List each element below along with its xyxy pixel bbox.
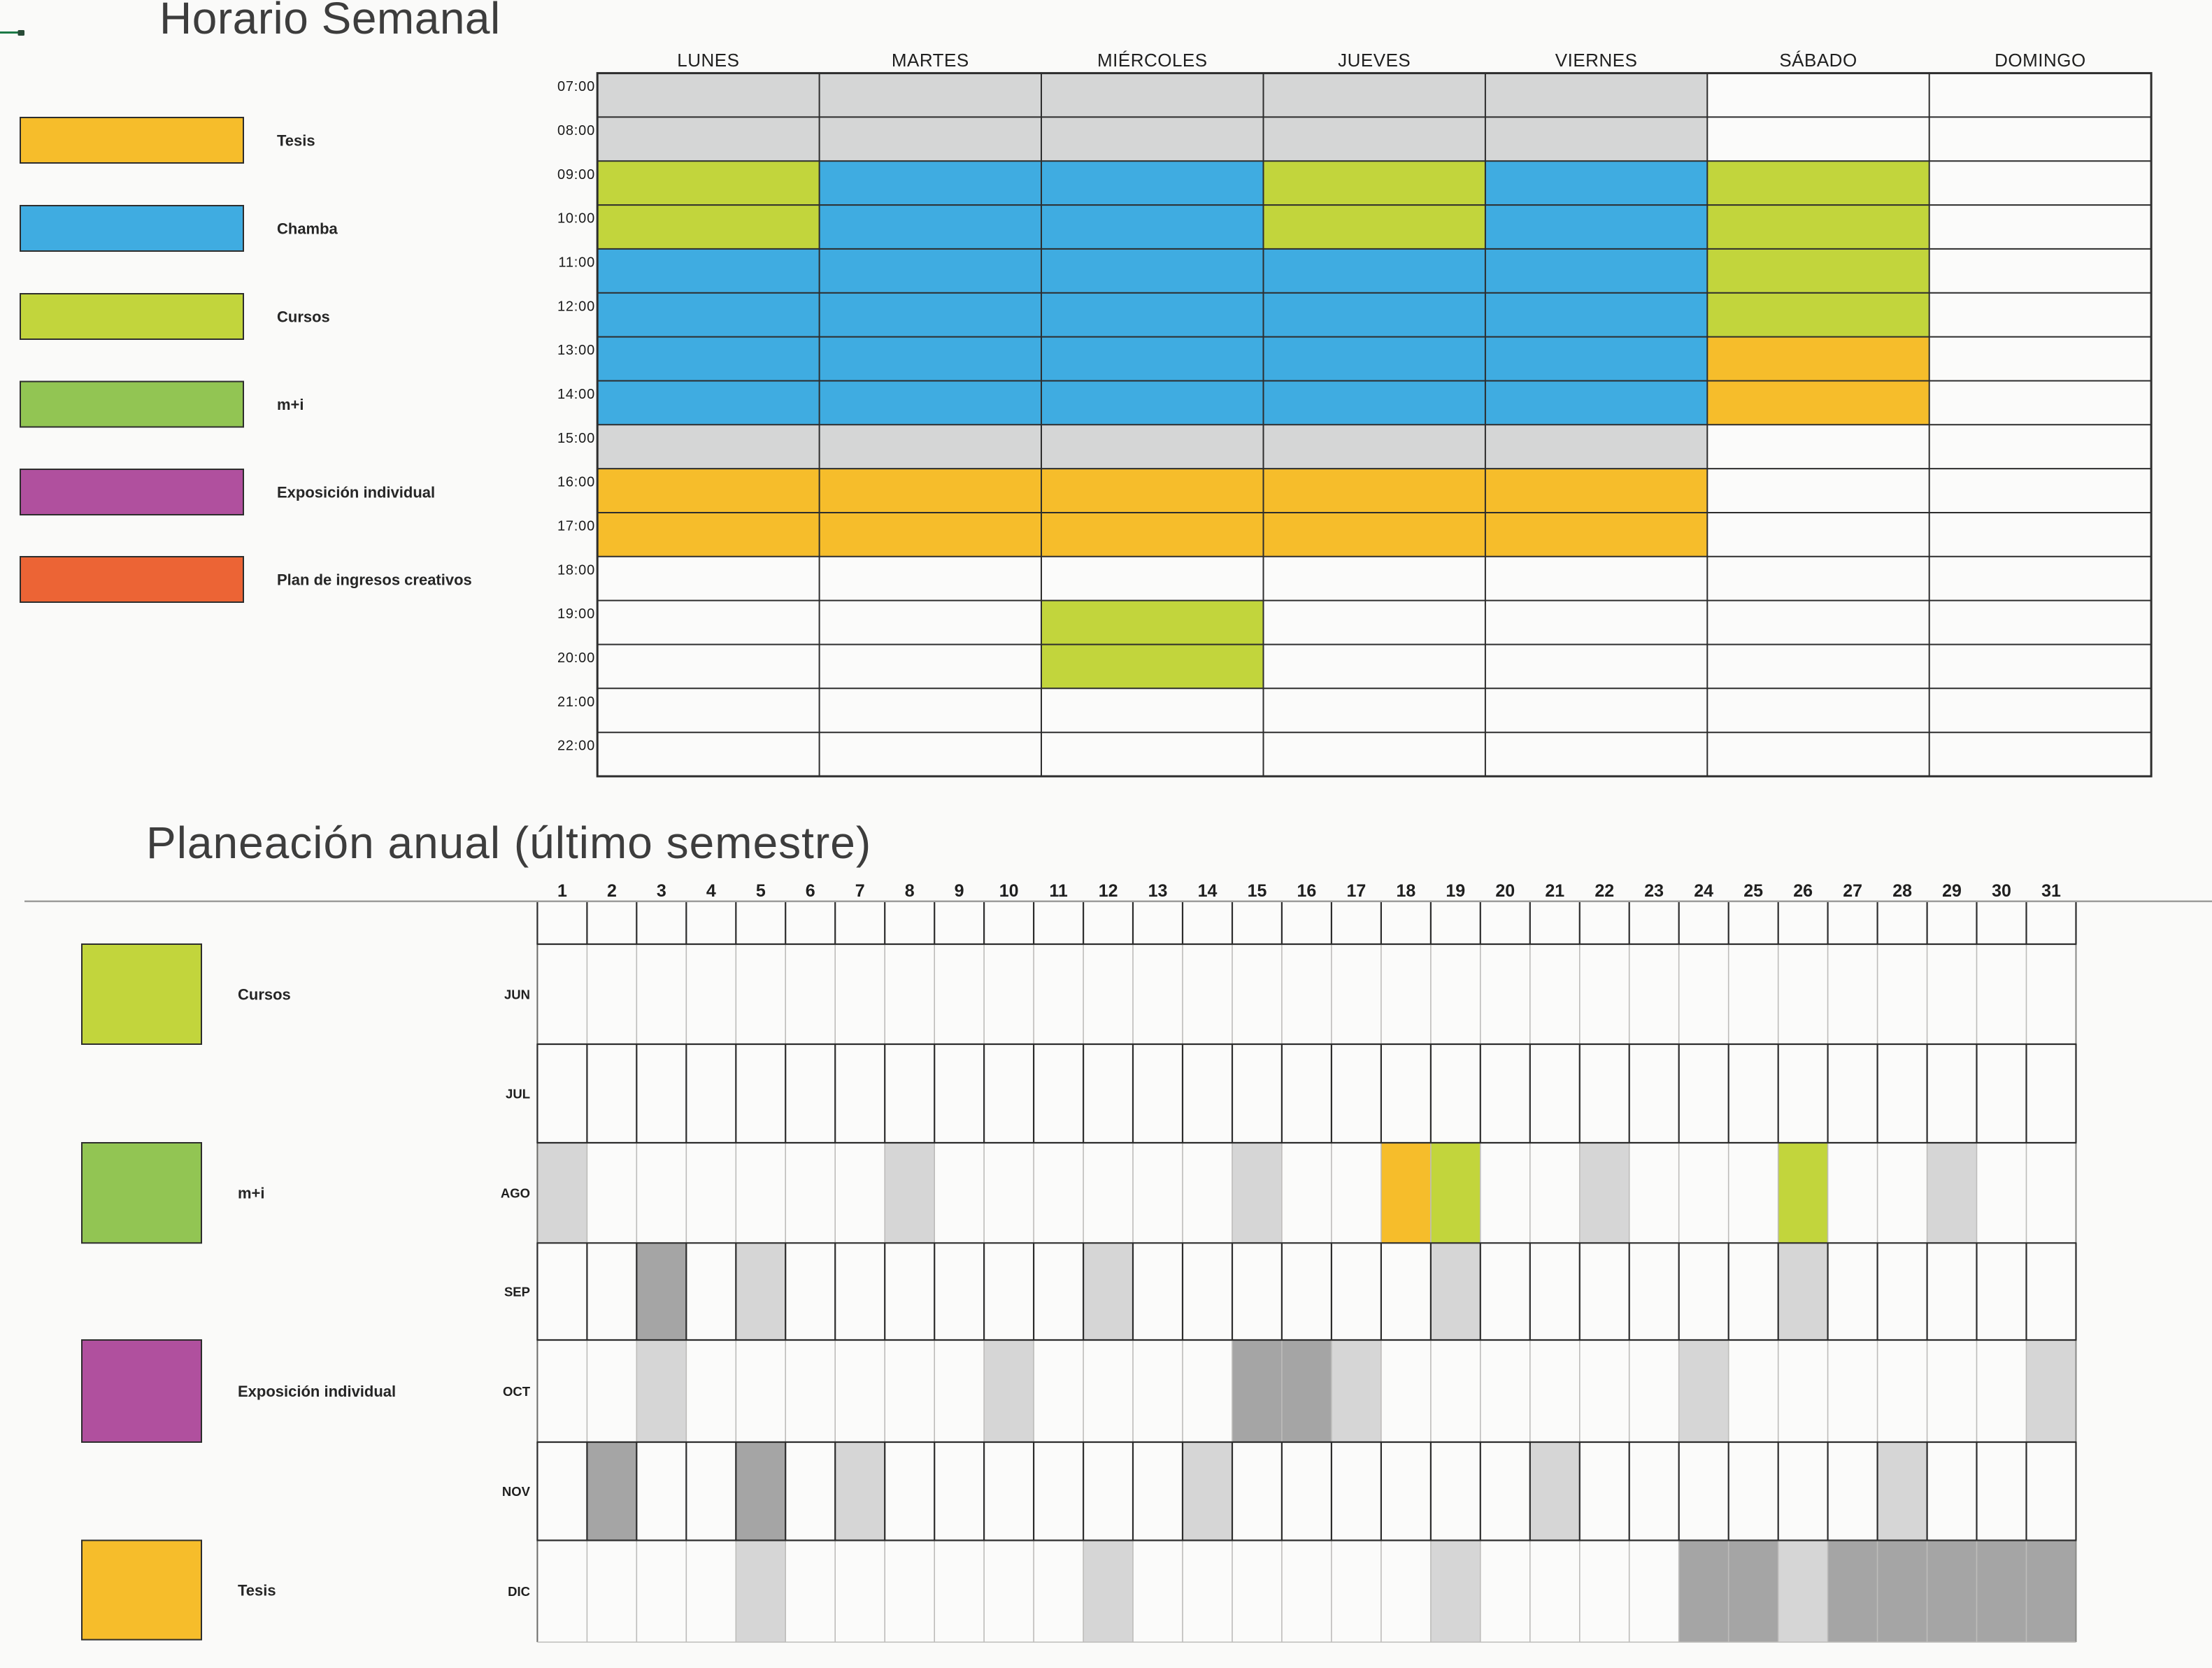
svg-text:10:00: 10:00	[557, 211, 595, 227]
svg-text:11: 11	[1049, 881, 1068, 901]
svg-text:30: 30	[1992, 881, 2011, 901]
svg-text:19: 19	[1446, 881, 1465, 901]
svg-text:Cursos: Cursos	[238, 986, 291, 1004]
svg-text:DOMINGO: DOMINGO	[1995, 50, 2086, 71]
svg-text:22: 22	[1594, 881, 1614, 901]
svg-text:OCT: OCT	[503, 1384, 531, 1399]
svg-text:Chamba: Chamba	[277, 220, 338, 238]
svg-text:27: 27	[1843, 881, 1862, 901]
svg-text:9: 9	[955, 881, 964, 901]
svg-text:JUEVES: JUEVES	[1338, 50, 1411, 71]
svg-text:MIÉRCOLES: MIÉRCOLES	[1097, 50, 1208, 71]
svg-text:Tesis: Tesis	[277, 132, 315, 150]
svg-text:JUN: JUN	[504, 988, 530, 1002]
svg-text:SEP: SEP	[504, 1285, 530, 1299]
svg-text:29: 29	[1942, 881, 1962, 901]
svg-text:31: 31	[2041, 881, 2061, 901]
svg-text:Planeación anual (último semes: Planeación anual (último semestre)	[146, 818, 871, 868]
svg-text:18: 18	[1396, 881, 1415, 901]
svg-text:JUL: JUL	[506, 1087, 530, 1102]
svg-text:Plan de ingresos creativos: Plan de ingresos creativos	[277, 571, 472, 589]
svg-text:13: 13	[1148, 881, 1168, 901]
svg-text:13:00: 13:00	[557, 343, 595, 358]
svg-text:LUNES: LUNES	[677, 50, 739, 71]
svg-text:15: 15	[1248, 881, 1267, 901]
svg-text:09:00: 09:00	[557, 167, 595, 183]
svg-text:21: 21	[1545, 881, 1564, 901]
svg-text:11:00: 11:00	[558, 255, 595, 270]
svg-text:12: 12	[1099, 881, 1118, 901]
svg-text:Tesis: Tesis	[238, 1582, 276, 1599]
svg-text:18:00: 18:00	[557, 562, 595, 578]
svg-text:Cursos: Cursos	[277, 308, 330, 326]
svg-text:08:00: 08:00	[557, 123, 595, 138]
svg-text:14:00: 14:00	[557, 387, 595, 402]
svg-text:MARTES: MARTES	[892, 50, 969, 71]
svg-text:14: 14	[1198, 881, 1218, 901]
svg-text:m+i: m+i	[277, 396, 304, 413]
svg-text:SÁBADO: SÁBADO	[1779, 50, 1857, 71]
svg-text:3: 3	[657, 881, 666, 901]
svg-text:20: 20	[1495, 881, 1515, 901]
svg-text:2: 2	[607, 881, 617, 901]
svg-text:Exposición individual: Exposición individual	[238, 1383, 396, 1400]
svg-text:20:00: 20:00	[557, 650, 595, 666]
svg-text:AGO: AGO	[501, 1186, 530, 1201]
svg-text:7: 7	[855, 881, 865, 901]
svg-text:1: 1	[557, 881, 567, 901]
svg-text:10: 10	[999, 881, 1019, 901]
svg-text:DIC: DIC	[508, 1584, 530, 1599]
svg-text:m+i: m+i	[238, 1185, 265, 1202]
svg-text:17: 17	[1346, 881, 1366, 901]
svg-text:28: 28	[1892, 881, 1912, 901]
svg-text:22:00: 22:00	[557, 739, 595, 754]
svg-text:NOV: NOV	[502, 1484, 531, 1499]
svg-text:19:00: 19:00	[557, 606, 595, 622]
svg-text:16: 16	[1297, 881, 1316, 901]
svg-text:4: 4	[706, 881, 716, 901]
svg-text:26: 26	[1793, 881, 1813, 901]
svg-text:07:00: 07:00	[557, 79, 595, 94]
svg-text:21:00: 21:00	[557, 694, 595, 710]
svg-text:6: 6	[806, 881, 815, 901]
svg-text:15:00: 15:00	[557, 431, 595, 446]
svg-text:Horario Semanal: Horario Semanal	[159, 0, 501, 43]
svg-text:25: 25	[1743, 881, 1763, 901]
svg-text:VIERNES: VIERNES	[1555, 50, 1638, 71]
svg-text:12:00: 12:00	[557, 299, 595, 314]
svg-text:8: 8	[905, 881, 915, 901]
svg-text:5: 5	[756, 881, 766, 901]
svg-text:17:00: 17:00	[557, 519, 595, 534]
svg-text:16:00: 16:00	[557, 475, 595, 490]
svg-text:24: 24	[1694, 881, 1713, 901]
svg-text:23: 23	[1644, 881, 1664, 901]
svg-text:Exposición individual: Exposición individual	[277, 484, 435, 501]
